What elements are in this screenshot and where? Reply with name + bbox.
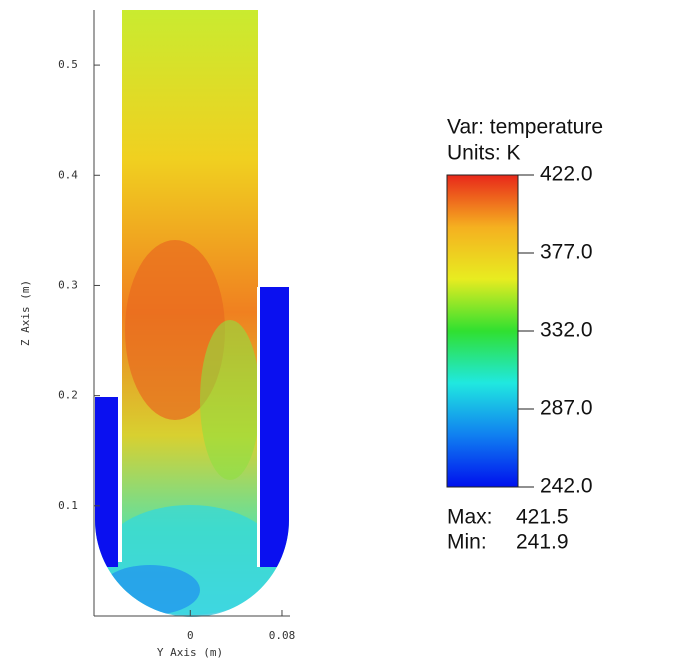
colorbar-tick-label: 242.0	[540, 475, 593, 498]
x-axis-label: Y Axis (m)	[157, 646, 223, 659]
max-value: 421.5	[516, 506, 569, 529]
y-tick-label: 0.3	[58, 278, 78, 291]
colorbar-tick-label: 332.0	[540, 319, 593, 342]
y-tick-label: 0.1	[58, 499, 78, 512]
y-tick-label: 0.4	[58, 168, 78, 181]
colorbar-tick-label: 377.0	[540, 241, 593, 264]
colorbar	[446, 174, 519, 488]
max-label: Max:	[447, 506, 493, 529]
colorbar-tick-label: 422.0	[540, 163, 593, 186]
x-tick-label: 0	[187, 629, 194, 642]
y-axis-label: Z Axis (m)	[19, 280, 32, 346]
min-value: 241.9	[516, 531, 569, 554]
field	[95, 10, 289, 617]
legend-var: Var: temperature	[447, 116, 603, 139]
y-tick-label: 0.2	[58, 389, 78, 402]
y-tick-label: 0.5	[58, 58, 78, 71]
legend-units: Units: K	[447, 142, 521, 165]
x-tick-label: 0.08	[269, 629, 296, 642]
colorbar-tick-label: 287.0	[540, 397, 593, 420]
min-label: Min:	[447, 531, 487, 554]
